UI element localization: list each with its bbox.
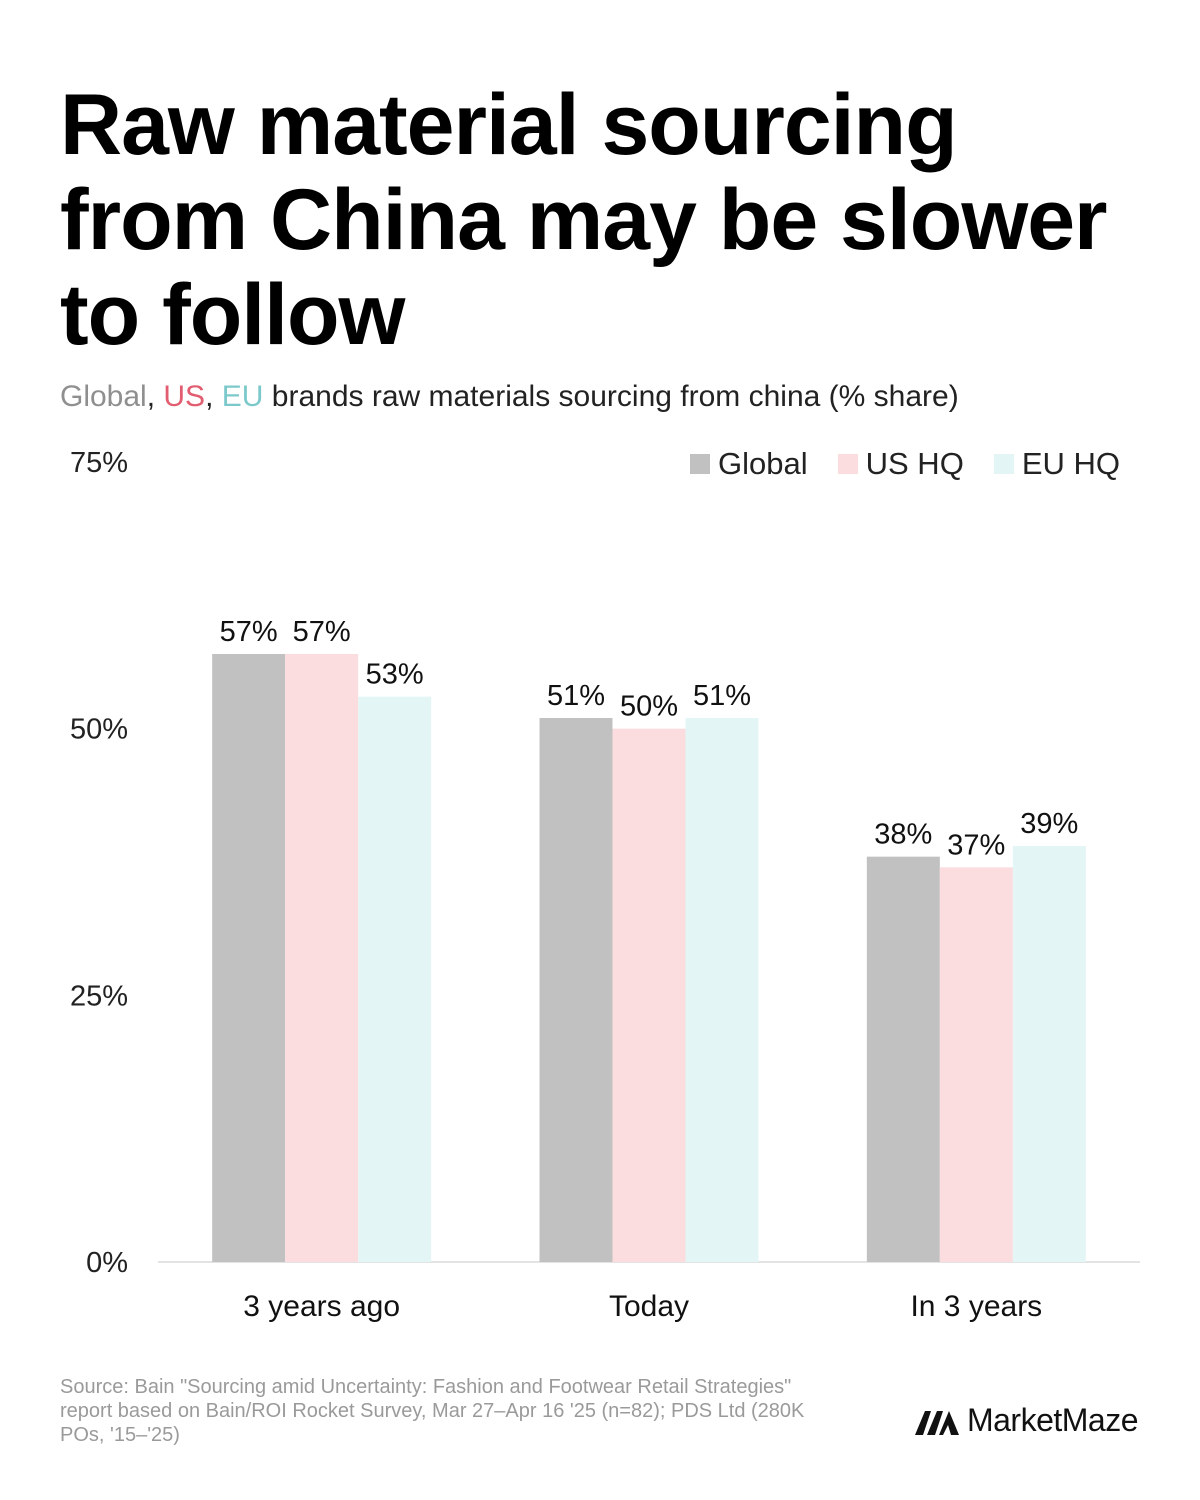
legend-swatch-eu-hq (993, 454, 1014, 474)
bar (539, 718, 613, 1262)
legend-swatch-us-hq (837, 454, 858, 474)
y-tick-label: 50% (70, 714, 128, 746)
marketmaze-logo-icon (914, 1410, 959, 1435)
bar (358, 696, 432, 1262)
bar (612, 728, 686, 1262)
legend-label-global: Global (718, 446, 808, 481)
data-label: 53% (366, 659, 424, 691)
brand-name: MarketMaze (966, 1402, 1139, 1438)
y-tick-label: 25% (70, 980, 128, 1012)
legend-item-us-hq: US HQ (837, 446, 964, 482)
data-label: 37% (947, 829, 1005, 861)
y-tick-label: 75% (70, 447, 128, 479)
data-label: 57% (293, 616, 351, 648)
chart-subtitle: Global, US, EU brands raw materials sour… (60, 378, 959, 416)
chart-legend: Global US HQ EU HQ (690, 446, 1120, 482)
bar (685, 718, 759, 1262)
bar (866, 856, 940, 1262)
subtitle-global: Global (60, 380, 147, 413)
legend-label-us-hq: US HQ (865, 446, 964, 481)
x-category-label: In 3 years (910, 1290, 1042, 1323)
bar (939, 867, 1013, 1262)
source-note: Source: Bain "Sourcing amid Uncertainty:… (60, 1376, 805, 1446)
chart-title: Raw material sourcing from China may be … (60, 77, 1108, 363)
legend-swatch-global (690, 454, 711, 474)
subtitle-sep-1: , (146, 380, 164, 413)
subtitle-sep-2: , (205, 380, 222, 413)
x-category-label: 3 years ago (243, 1290, 400, 1323)
legend-label-eu-hq: EU HQ (1021, 446, 1120, 481)
data-label: 38% (874, 819, 932, 851)
data-label: 39% (1020, 808, 1078, 840)
data-label: 50% (620, 691, 678, 723)
brand-mark: MarketMaze (914, 1402, 1139, 1439)
subtitle-rest: brands raw materials sourcing from china… (263, 380, 959, 413)
bar (1012, 846, 1086, 1262)
data-label: 51% (693, 680, 751, 712)
legend-item-eu-hq: EU HQ (993, 446, 1120, 482)
x-category-label: Today (609, 1290, 689, 1323)
data-label: 57% (220, 616, 278, 648)
bar-chart: 0% 25% 50% 75% 57% 57% 53% 3 years ago 51% 50% 51%… (70, 447, 1140, 1323)
bar (212, 654, 286, 1262)
subtitle-us: US (163, 380, 206, 413)
bar (285, 654, 359, 1262)
legend-item-global: Global (690, 446, 808, 482)
y-tick-label: 0% (86, 1247, 128, 1279)
subtitle-eu: EU (221, 380, 264, 413)
data-label: 51% (547, 680, 605, 712)
